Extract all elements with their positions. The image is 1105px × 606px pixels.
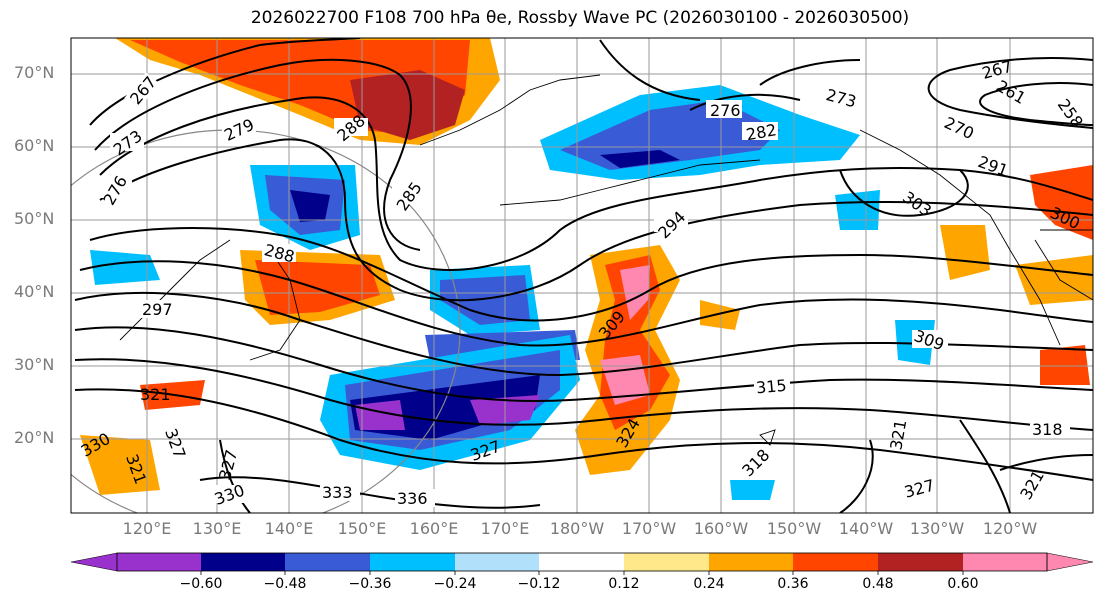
colorbar-tick-label: 0.48 <box>862 576 894 592</box>
lon-label: 170°E <box>480 519 530 538</box>
colorbar-tick-label: −0.60 <box>179 576 223 592</box>
lon-label: 140°W <box>838 519 894 538</box>
lon-label: 120°E <box>122 519 172 538</box>
colorbar-extend-high <box>1046 552 1094 572</box>
contour-label: 327 <box>161 426 189 461</box>
plot-frame <box>70 37 1094 514</box>
lat-label: 30°N <box>14 355 55 374</box>
lon-label: 150°W <box>766 519 822 538</box>
contour-label: 261 <box>993 76 1029 108</box>
lon-label: 170°W <box>621 519 677 538</box>
lon-label: 160°E <box>409 519 459 538</box>
lat-label: 40°N <box>14 282 55 301</box>
lon-label: 130°E <box>192 519 242 538</box>
lat-label: 20°N <box>14 428 55 447</box>
contour-label: 291 <box>976 152 1011 180</box>
contour-label: 318 <box>738 445 773 480</box>
contour-label: 276 <box>710 101 741 120</box>
colorbar-tick-label: 0.36 <box>777 576 809 592</box>
contour-label: 336 <box>397 489 428 508</box>
contour-label: 318 <box>1032 420 1063 439</box>
contour-label: 258 <box>1054 95 1087 131</box>
lat-label: 70°N <box>14 63 55 82</box>
lon-label: 120°W <box>982 519 1038 538</box>
colorbar-tick-label: −0.36 <box>348 576 392 592</box>
contour-label: 294 <box>654 207 689 242</box>
contour-label: 321 <box>140 385 171 404</box>
contour-label: 327 <box>902 476 936 502</box>
graticule <box>71 38 1093 513</box>
lon-label: 160°W <box>693 519 749 538</box>
contour-label: 285 <box>393 178 426 214</box>
lat-label: 50°N <box>14 209 55 228</box>
anomaly-shading <box>80 38 1093 500</box>
lon-label: 150°E <box>337 519 387 538</box>
lon-label: 180°W <box>549 519 605 538</box>
contour-label: 321 <box>886 418 910 451</box>
colorbar-tick-label: −0.48 <box>263 576 307 592</box>
colorbar <box>70 552 1094 575</box>
theta-e-contours <box>74 38 1093 513</box>
colorbar-tick-label: 0.24 <box>693 576 725 592</box>
colorbar-tick-label: 0.60 <box>947 576 979 592</box>
contour-label: 270 <box>941 113 977 143</box>
contour-label: 315 <box>755 376 787 398</box>
contour-label: 333 <box>322 483 353 502</box>
colorbar-extend-low <box>70 552 118 572</box>
colorbar-tick-label: 0.12 <box>608 576 640 592</box>
map-plot-area: 267 273 276 279 288 285 288 297 276 282 … <box>71 38 1093 513</box>
lat-label: 60°N <box>14 136 55 155</box>
colorbar-tick-label: −0.12 <box>517 576 561 592</box>
lon-label: 130°W <box>909 519 965 538</box>
lon-label: 140°E <box>264 519 314 538</box>
contour-label: 297 <box>142 300 173 319</box>
plot-title: 2026022700 F108 700 hPa θe, Rossby Wave … <box>250 8 910 28</box>
contour-label: 279 <box>221 115 257 145</box>
colorbar-tick-label: −0.24 <box>433 576 477 592</box>
